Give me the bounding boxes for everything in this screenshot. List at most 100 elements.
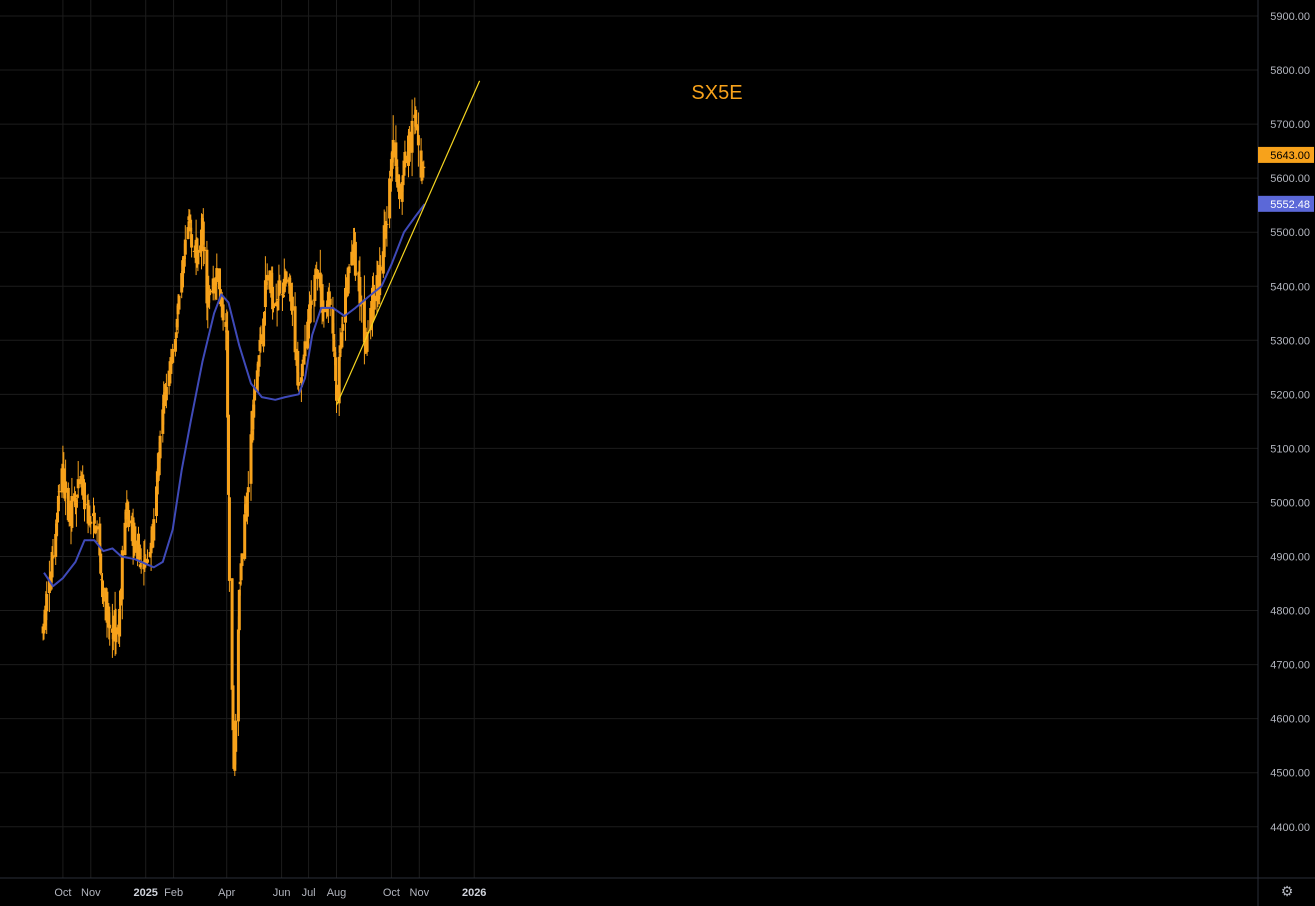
candle: [207, 275, 211, 306]
candle: [180, 260, 184, 299]
candle: [177, 294, 181, 315]
candle: [372, 293, 376, 320]
candle: [407, 126, 411, 156]
candle: [340, 316, 344, 349]
candle: [70, 477, 74, 532]
candle: [245, 490, 249, 525]
candle: [389, 181, 392, 194]
candle: [318, 249, 322, 308]
candle: [75, 494, 79, 508]
candle: [385, 206, 389, 247]
candle: [383, 211, 387, 248]
y-tick-label: 5400.00: [1270, 281, 1310, 293]
candle: [171, 343, 175, 364]
y-tick-label: 5700.00: [1270, 119, 1310, 131]
x-tick-label: Jul: [302, 887, 316, 899]
y-tick-label: 4800.00: [1270, 606, 1310, 618]
candle: [138, 563, 142, 569]
candle: [83, 479, 86, 522]
candle: [391, 115, 395, 169]
candle: [158, 430, 162, 463]
candle: [275, 301, 279, 327]
candle: [105, 597, 109, 638]
x-tick-label: Jun: [273, 887, 291, 899]
candle: [57, 484, 61, 504]
gear-icon[interactable]: ⚙: [1280, 884, 1294, 900]
y-tick-label: 4500.00: [1270, 768, 1310, 780]
candle: [282, 258, 286, 294]
candle: [316, 269, 320, 291]
candle: [50, 546, 54, 590]
candle: [201, 208, 205, 267]
candle: [150, 523, 154, 553]
candle: [414, 106, 418, 134]
candle: [257, 354, 261, 377]
candle: [290, 282, 294, 327]
candle: [206, 279, 210, 329]
y-axis: 5900.00 5800.00 5700.00 5600.00 5500.00 5400.…: [1270, 11, 1310, 834]
ma-value-badge: [1258, 195, 1314, 212]
candle: [328, 291, 332, 317]
candle: [397, 174, 401, 183]
last-price-label: 5643.00: [1270, 150, 1310, 162]
candle: [258, 327, 262, 366]
candle: [163, 384, 167, 406]
x-tick-label: 2025: [133, 887, 157, 899]
candle: [416, 112, 420, 167]
candle: [133, 522, 137, 556]
candle: [56, 509, 59, 537]
candle: [332, 323, 336, 352]
y-tick-label: 5900.00: [1270, 11, 1310, 23]
candle: [76, 461, 80, 499]
candle: [419, 138, 423, 182]
candle: [227, 482, 231, 592]
candle: [394, 125, 398, 170]
candle: [104, 587, 108, 623]
candle: [234, 713, 238, 765]
candle: [404, 151, 408, 168]
candle: [378, 247, 382, 305]
y-tick-label: 4600.00: [1270, 714, 1310, 726]
candle: [114, 608, 118, 655]
moving-average-group: [43, 203, 426, 588]
candle: [64, 459, 68, 516]
x-tick-label: 2026: [462, 887, 486, 899]
candle: [271, 266, 275, 320]
candle: [192, 245, 196, 258]
candle: [402, 158, 406, 178]
candle: [56, 485, 60, 521]
y-tick-label: 5800.00: [1270, 65, 1310, 77]
candle: [51, 538, 55, 560]
trendline: [335, 80, 481, 406]
y-tick-label: 4900.00: [1270, 552, 1310, 564]
x-tick-label: Aug: [327, 887, 347, 899]
candle: [218, 268, 221, 291]
candle: [338, 327, 342, 362]
price-badges: 5643.00 5552.48: [1258, 146, 1314, 212]
candle: [249, 411, 253, 501]
candle: [422, 160, 426, 169]
candle: [263, 256, 267, 326]
candle: [47, 560, 51, 613]
candle: [263, 311, 266, 339]
y-tick-label: 5200.00: [1270, 389, 1310, 401]
candle: [113, 591, 117, 656]
x-tick-label: Oct: [54, 887, 71, 899]
candle: [347, 263, 351, 290]
candle: [297, 372, 301, 392]
candle: [421, 161, 425, 178]
candle: [162, 381, 166, 425]
candle: [376, 261, 380, 308]
y-tick-label: 5100.00: [1270, 443, 1310, 455]
moving-average-line: [43, 203, 426, 588]
candle: [344, 274, 347, 341]
candle: [259, 325, 263, 353]
chart-title: SX5E: [691, 82, 742, 104]
candle: [107, 603, 111, 640]
x-axis: Oct Nov 2025 Feb Apr Jun Jul Aug Oct Nov 2026: [54, 887, 486, 899]
candle: [272, 301, 275, 313]
candle: [110, 603, 114, 658]
candle: [164, 373, 168, 409]
candle: [308, 291, 311, 339]
